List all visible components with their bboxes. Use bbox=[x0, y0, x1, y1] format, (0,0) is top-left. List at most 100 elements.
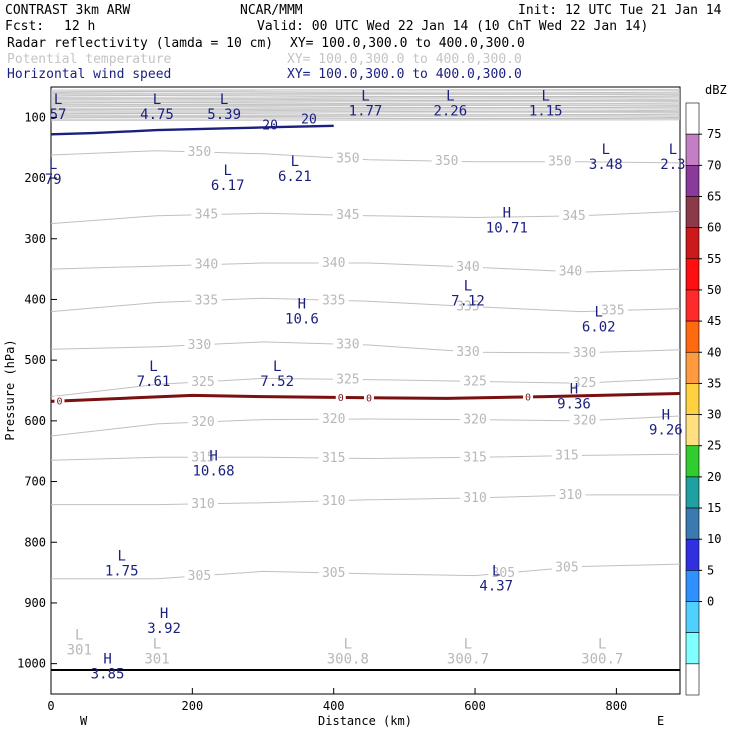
high-marker: H bbox=[662, 408, 670, 424]
colorbar-label: 10 bbox=[707, 532, 721, 546]
theta-label-bg bbox=[460, 372, 491, 389]
extremum-value: 1.75 bbox=[105, 563, 139, 579]
fcst-label: Fcst: bbox=[5, 19, 44, 34]
colorbar-label: 15 bbox=[707, 501, 721, 515]
theta-label-bg bbox=[569, 374, 600, 391]
theta-label: 325 bbox=[463, 374, 486, 389]
colorbar-segment bbox=[685, 196, 700, 228]
colorbar-label: 75 bbox=[707, 127, 721, 141]
low-marker: L bbox=[54, 92, 62, 108]
model-label: CONTRAST 3km ARW bbox=[5, 3, 130, 18]
theta-label-bg bbox=[452, 342, 483, 359]
low-marker: L bbox=[220, 92, 228, 108]
high-marker: H bbox=[103, 652, 111, 668]
theta-label: 330 bbox=[188, 338, 211, 353]
low-marker: L bbox=[361, 88, 369, 104]
zero-label-bg bbox=[54, 396, 65, 407]
extremum-value: 3.92 bbox=[147, 621, 181, 637]
theta-label-bg bbox=[318, 410, 349, 427]
y-axis-title: Pressure (hPa) bbox=[3, 339, 17, 440]
colorbar-segment bbox=[685, 102, 700, 135]
low-marker: L bbox=[598, 636, 606, 652]
y-axis: 100 200 300 400 500 600 700 800 900 1000 bbox=[17, 110, 57, 671]
field-wind-name: Horizontal wind speed bbox=[7, 67, 171, 82]
highs-lows-labels: L57L4.75L5.39L1.77L2.26L1.15L3.48L2.3L79… bbox=[45, 88, 686, 682]
high-marker: H bbox=[570, 382, 578, 398]
extremum-value: 2.3 bbox=[660, 157, 685, 173]
upper-contour-line bbox=[50, 95, 681, 97]
org-label: NCAR/MMM bbox=[240, 3, 303, 18]
colorbar-label: 35 bbox=[707, 376, 721, 390]
theta-label-bg bbox=[452, 297, 483, 314]
theta-contour-315 bbox=[50, 453, 681, 461]
theta-label: 315 bbox=[555, 449, 578, 464]
low-marker: L bbox=[49, 157, 57, 173]
zero-label-bg bbox=[364, 392, 375, 403]
colorbar-label: 20 bbox=[707, 470, 721, 484]
theta-label-bg bbox=[332, 149, 363, 166]
extremum-value: 10.68 bbox=[192, 463, 234, 479]
upper-contour-line bbox=[50, 91, 681, 94]
theta-label-bg bbox=[332, 335, 363, 352]
extremum-value: 300.8 bbox=[327, 651, 369, 667]
colorbar-label: 55 bbox=[707, 252, 721, 266]
x-east-label: E bbox=[657, 714, 664, 728]
low-marker: L bbox=[223, 163, 231, 179]
valid-label: Valid: 00 UTC Wed 22 Jan 14 (10 ChT Wed … bbox=[257, 19, 648, 34]
theta-label: 305 bbox=[555, 561, 578, 576]
low-marker: L bbox=[149, 359, 157, 375]
y-tick-label: 400 bbox=[24, 292, 46, 306]
extremum-value: 6.17 bbox=[211, 178, 245, 194]
y-tick-label: 100 bbox=[24, 110, 46, 124]
theta-contour-340 bbox=[50, 262, 681, 273]
upper-contour-line bbox=[50, 96, 681, 98]
theta-label-bg bbox=[191, 291, 222, 308]
colorbar-label: 25 bbox=[707, 439, 721, 453]
wind-20-contour bbox=[50, 124, 334, 136]
low-marker: L bbox=[464, 278, 472, 294]
theta-label: 335 bbox=[456, 299, 479, 314]
extremum-value: 4.75 bbox=[140, 107, 174, 123]
theta-label-bg bbox=[597, 301, 628, 318]
y-tick-label: 1000 bbox=[17, 657, 46, 671]
theta-label-bg bbox=[184, 566, 215, 583]
theta-label: 350 bbox=[435, 154, 458, 169]
low-marker: L bbox=[153, 92, 161, 108]
colorbar-segment bbox=[685, 351, 700, 384]
theta-label: 320 bbox=[322, 412, 345, 427]
colorbar-label: 5 bbox=[707, 563, 714, 577]
theta-label: 345 bbox=[336, 208, 359, 223]
colorbar-label: 70 bbox=[707, 158, 721, 172]
theta-label: 310 bbox=[191, 497, 214, 512]
y-tick-label: 200 bbox=[24, 171, 46, 185]
colorbar-label: 0 bbox=[707, 595, 714, 609]
y-tick-label: 800 bbox=[24, 535, 46, 549]
theta-label-bg bbox=[191, 255, 222, 272]
theta-label: 350 bbox=[188, 145, 211, 160]
fcst-value: 12 h bbox=[64, 19, 95, 34]
x-axis: 0 200 400 600 800 bbox=[47, 688, 627, 713]
low-marker: L bbox=[446, 88, 454, 104]
extremum-value: 10.71 bbox=[486, 221, 528, 237]
field-theta-xy: XY= 100.0,300.0 to 400.0,300.0 bbox=[287, 52, 522, 67]
theta-label-bg bbox=[187, 494, 218, 511]
extremum-value: 1.77 bbox=[349, 103, 383, 119]
colorbar-segment bbox=[685, 289, 700, 322]
extremum-value: 7.52 bbox=[260, 374, 294, 390]
theta-label: 340 bbox=[456, 260, 479, 275]
y-tick-label: 300 bbox=[24, 232, 46, 246]
high-marker: H bbox=[298, 297, 306, 313]
colorbar-segment bbox=[685, 507, 700, 540]
extremum-value: 3.85 bbox=[91, 667, 125, 683]
theta-contour-335 bbox=[50, 297, 681, 313]
theta-label: 345 bbox=[195, 208, 218, 223]
theta-label: 320 bbox=[573, 414, 596, 429]
theta-label-bg bbox=[332, 206, 363, 223]
theta-label: 330 bbox=[336, 337, 359, 352]
wind-speed-contour: 20 20 bbox=[50, 112, 334, 136]
potential-temperature-contours: 350 350 350 350 345 345 345 340 340 340 340 335 335 3… bbox=[50, 142, 681, 584]
field-reflectivity-name: Radar reflectivity (lamda = 10 cm) bbox=[7, 36, 273, 51]
upper-contour-line bbox=[50, 102, 681, 105]
extremum-value: 6.21 bbox=[278, 169, 312, 185]
